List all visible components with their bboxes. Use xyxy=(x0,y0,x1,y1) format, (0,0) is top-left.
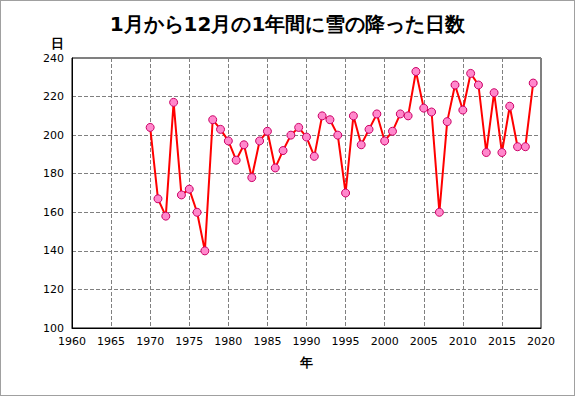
svg-text:100: 100 xyxy=(43,322,64,335)
svg-text:1990: 1990 xyxy=(293,335,321,348)
svg-text:2015: 2015 xyxy=(488,335,516,348)
svg-text:2005: 2005 xyxy=(410,335,438,348)
svg-text:140: 140 xyxy=(43,244,64,257)
svg-text:200: 200 xyxy=(43,129,64,142)
svg-text:2020: 2020 xyxy=(527,335,555,348)
svg-text:240: 240 xyxy=(43,52,64,65)
svg-text:120: 120 xyxy=(43,283,64,296)
svg-text:180: 180 xyxy=(43,167,64,180)
svg-text:1965: 1965 xyxy=(97,335,125,348)
svg-text:1970: 1970 xyxy=(136,335,164,348)
svg-text:年: 年 xyxy=(299,355,313,370)
svg-text:220: 220 xyxy=(43,90,64,103)
svg-text:1980: 1980 xyxy=(214,335,242,348)
svg-text:160: 160 xyxy=(43,206,64,219)
svg-text:1975: 1975 xyxy=(175,335,203,348)
svg-text:1995: 1995 xyxy=(332,335,360,348)
svg-text:1960: 1960 xyxy=(58,335,86,348)
svg-text:2010: 2010 xyxy=(449,335,477,348)
svg-text:日: 日 xyxy=(51,36,64,51)
svg-text:1985: 1985 xyxy=(253,335,281,348)
svg-text:1月から12月の1年間に雪の降った日数: 1月から12月の1年間に雪の降った日数 xyxy=(110,12,467,36)
svg-text:2000: 2000 xyxy=(371,335,399,348)
